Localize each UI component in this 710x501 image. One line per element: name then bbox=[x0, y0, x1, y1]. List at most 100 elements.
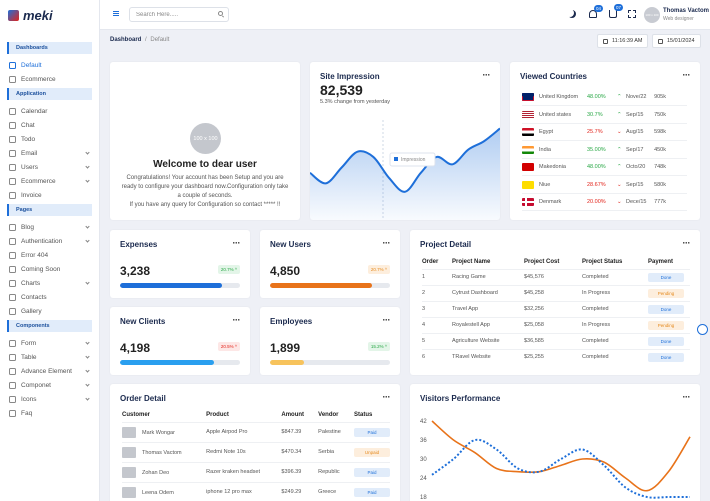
sidebar-item-componet[interactable]: Componet bbox=[7, 378, 92, 392]
sidebar-item-label: Default bbox=[21, 61, 42, 69]
sidebar-item-advance-element[interactable]: Advance Element bbox=[7, 364, 92, 378]
country-row: Makedonia 48.00% ⌃ Octo/20 748k bbox=[522, 159, 687, 176]
sidebar-item-todo[interactable]: Todo bbox=[7, 132, 92, 146]
sidebar-item-error-404[interactable]: Error 404 bbox=[7, 248, 92, 262]
sidebar-item-authentication[interactable]: Authentication bbox=[7, 234, 92, 248]
table-row[interactable]: 6 TRavel Website $25,255 Completed Done bbox=[422, 348, 690, 365]
more-options-icon[interactable]: ··· bbox=[232, 238, 241, 248]
customer-name: Leena Odem bbox=[142, 489, 174, 496]
nav-icon bbox=[9, 251, 16, 259]
table-row[interactable]: 1 Racing Game $45,576 Completed Done bbox=[422, 268, 690, 285]
search-icon[interactable] bbox=[218, 11, 223, 16]
sidebar-item-faq[interactable]: Faq bbox=[7, 406, 92, 420]
viewed-countries-title: Viewed Countries bbox=[520, 72, 587, 81]
payment-badge: Done bbox=[648, 304, 684, 314]
country-name: Niue bbox=[539, 181, 551, 188]
nav-icon bbox=[9, 367, 16, 375]
column-header: Project Cost bbox=[524, 258, 560, 265]
sidebar-item-users[interactable]: Users bbox=[7, 160, 92, 174]
avatar[interactable]: 100 x 100 bbox=[644, 7, 660, 23]
sidebar-item-invoice[interactable]: Invoice bbox=[7, 188, 92, 202]
table-row[interactable]: 4 Royalestell App $25,058 In Progress Pendin… bbox=[422, 316, 690, 333]
nav-icon bbox=[9, 409, 16, 417]
impression-area bbox=[310, 128, 500, 220]
sidebar-item-form[interactable]: Form bbox=[7, 336, 92, 350]
more-options-icon[interactable]: ··· bbox=[232, 315, 241, 325]
table-row[interactable]: 3 Travel App $32,256 Completed Done bbox=[422, 300, 690, 317]
flag-icon-mk bbox=[522, 163, 534, 171]
sidebar-item-table[interactable]: Table bbox=[7, 350, 92, 364]
notification-badge: 04 bbox=[593, 5, 603, 12]
chevron-down-icon bbox=[85, 396, 90, 401]
payment-badge: Done bbox=[648, 336, 684, 346]
table-row[interactable]: 5 Agriculture Website $36,585 Completed Done bbox=[422, 332, 690, 349]
nav-icon bbox=[9, 191, 16, 199]
cell-vendor: Republic bbox=[318, 461, 354, 482]
series-line-1 bbox=[431, 420, 691, 492]
topbar: 04 07 100 x 100 Thomas Vactom Web design… bbox=[100, 0, 710, 30]
search-input[interactable] bbox=[130, 8, 210, 21]
settings-icon[interactable] bbox=[697, 324, 708, 335]
table-row[interactable]: 2 Cytrust Dashboard $45,258 In Progress Pend… bbox=[422, 284, 690, 301]
more-options-icon[interactable]: ··· bbox=[382, 392, 391, 402]
country-name: United states bbox=[539, 111, 572, 118]
product-thumbnail bbox=[122, 486, 136, 498]
menu-toggle-icon[interactable] bbox=[113, 11, 119, 16]
sidebar-item-charts[interactable]: Charts bbox=[7, 276, 92, 290]
country-value: 598k bbox=[654, 129, 666, 135]
employees-value: 1,899 bbox=[270, 341, 301, 355]
new-users-card: New Users ··· 4,850 20.7% ^ bbox=[260, 230, 400, 298]
table-row[interactable]: Thomas Vactom Redmi Note 10s $470.34 Serbia… bbox=[122, 441, 390, 462]
more-options-icon[interactable]: ··· bbox=[682, 238, 691, 248]
sidebar-item-coming-soon[interactable]: Coming Soon bbox=[7, 262, 92, 276]
sidebar-item-gallery[interactable]: Gallery bbox=[7, 304, 92, 318]
sidebar-item-label: Advance Element bbox=[21, 367, 72, 375]
cell-vendor: Palestine bbox=[318, 421, 354, 442]
sidebar: meki Dashboards Default Ecommerce Applicati… bbox=[0, 0, 100, 501]
fullscreen-icon[interactable] bbox=[628, 10, 636, 18]
logo-icon bbox=[8, 9, 19, 21]
sidebar-item-chat[interactable]: Chat bbox=[7, 118, 92, 132]
order-detail-title: Order Detail bbox=[120, 394, 166, 403]
more-options-icon[interactable]: ··· bbox=[382, 315, 391, 325]
column-header: Project Name bbox=[452, 258, 491, 265]
welcome-title: Welcome to dear user bbox=[153, 159, 257, 170]
cart-icon[interactable]: 07 bbox=[609, 4, 623, 18]
country-percent: 35.00% bbox=[587, 146, 606, 153]
logo[interactable]: meki bbox=[0, 0, 99, 30]
sidebar-item-contacts[interactable]: Contacts bbox=[7, 290, 92, 304]
customer-name: Thomas Vactom bbox=[142, 449, 182, 456]
more-options-icon[interactable]: ··· bbox=[482, 70, 491, 80]
more-options-icon[interactable]: ··· bbox=[682, 392, 691, 402]
table-row[interactable]: Leena Odem iphone 12 pro max $249.29 Greece… bbox=[122, 481, 390, 501]
sidebar-item-calendar[interactable]: Calendar bbox=[7, 104, 92, 118]
sidebar-item-icons[interactable]: Icons bbox=[7, 392, 92, 406]
table-row[interactable]: Mark Wongar Apple Airpod Pro $847.39 Palest… bbox=[122, 421, 390, 442]
user-name[interactable]: Thomas Vactom bbox=[663, 8, 710, 14]
chevron-down-icon bbox=[85, 150, 90, 155]
cell-status: Completed bbox=[582, 348, 648, 365]
nav-icon bbox=[9, 75, 16, 83]
y-tick-label: 36 bbox=[420, 438, 427, 444]
moon-icon[interactable] bbox=[568, 10, 576, 18]
sidebar-item-default[interactable]: Default bbox=[7, 58, 92, 72]
breadcrumb-dashboard[interactable]: Dashboard bbox=[110, 37, 142, 43]
sidebar-item-ecommerce[interactable]: Ecommerce bbox=[7, 174, 92, 188]
bell-icon[interactable]: 04 bbox=[589, 5, 603, 18]
visitors-performance-card: Visitors Performance ··· 42 36 30 24 18 bbox=[410, 384, 700, 501]
nav-icon bbox=[9, 265, 16, 273]
country-value: 750k bbox=[654, 111, 666, 118]
sidebar-item-blog[interactable]: Blog bbox=[7, 220, 92, 234]
more-options-icon[interactable]: ··· bbox=[382, 238, 391, 248]
cell-status: Paid bbox=[354, 421, 390, 442]
cell-name: Travel App bbox=[452, 300, 524, 317]
nav-icon bbox=[9, 107, 16, 115]
sidebar-item-email[interactable]: Email bbox=[7, 146, 92, 160]
chevron-down-icon bbox=[85, 224, 90, 229]
cell-cost: $25,255 bbox=[524, 348, 582, 365]
payment-badge: Pending bbox=[648, 320, 684, 330]
status-badge: Unpaid bbox=[354, 447, 390, 457]
more-options-icon[interactable]: ··· bbox=[682, 70, 691, 80]
sidebar-item-ecommerce[interactable]: Ecommerce bbox=[7, 72, 92, 86]
table-row[interactable]: Zohan Deo Razer kraken headset $396.39 Repu… bbox=[122, 461, 390, 482]
